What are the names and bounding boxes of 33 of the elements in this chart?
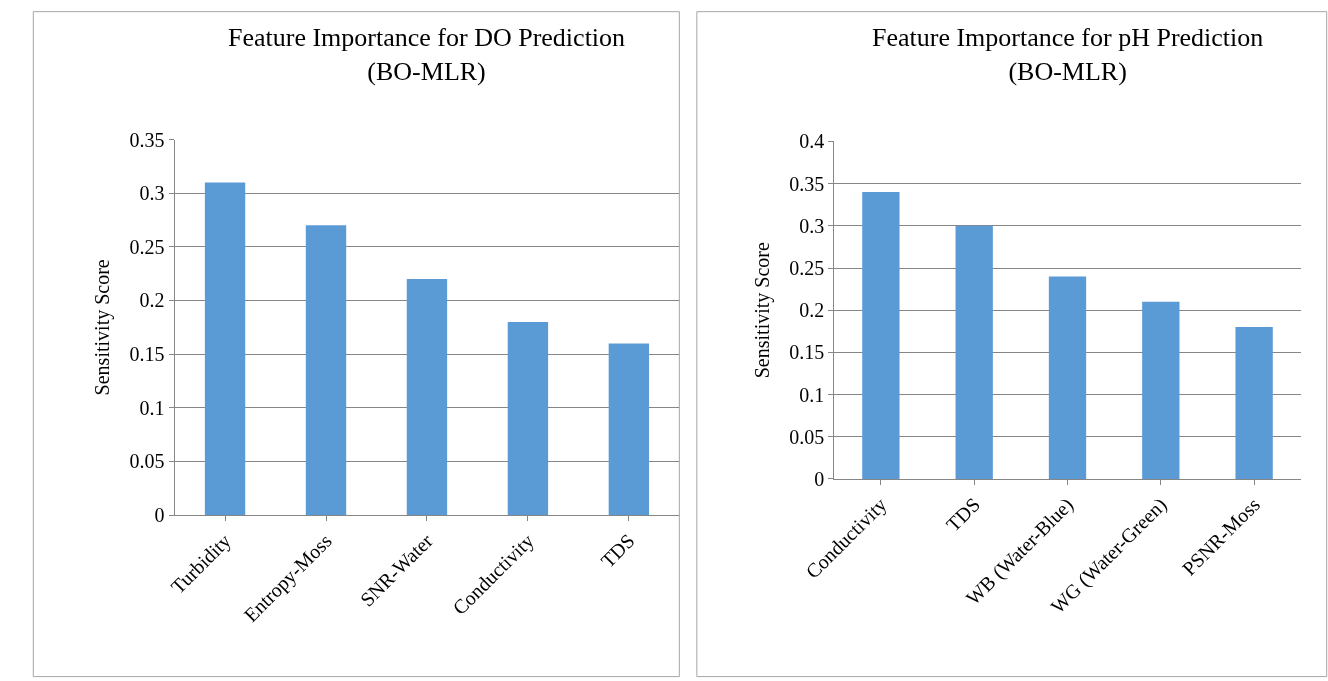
bar xyxy=(862,192,900,479)
y-tick-label: 0.05 xyxy=(789,425,825,448)
y-tick-label: 0.05 xyxy=(129,450,165,473)
chart-title: Feature Importance for DO Prediction (BO-MLR) xyxy=(228,23,626,86)
x-tick-label: TDS xyxy=(941,493,985,536)
chart-title: Feature Importance for pH Prediction (BO-MLR) xyxy=(872,23,1264,86)
y-tick-label: 0.15 xyxy=(789,341,825,364)
bar xyxy=(1235,327,1273,479)
y-tick-label: 0.3 xyxy=(139,182,165,205)
bar xyxy=(1142,301,1180,479)
bar xyxy=(955,225,993,479)
x-tick-label: TDS xyxy=(596,529,639,572)
y-tick-label: 0.25 xyxy=(129,235,165,258)
y-tick-label: 0.1 xyxy=(799,383,825,406)
y-tick-label: 0.35 xyxy=(129,128,165,151)
y-tick-label: 0.4 xyxy=(799,130,825,153)
y-tick-label: 0.25 xyxy=(789,257,825,280)
y-tick-label: 0.15 xyxy=(129,343,165,366)
y-tick-label: 0.2 xyxy=(799,299,825,322)
y-tick-label: 0.3 xyxy=(799,214,825,237)
bar xyxy=(305,225,347,516)
y-axis-title: Sensitivity Score xyxy=(750,242,774,379)
bar xyxy=(204,182,246,516)
bar xyxy=(1048,276,1087,479)
y-tick-label: 0.1 xyxy=(139,396,165,419)
y-tick-label: 0.35 xyxy=(789,172,825,195)
y-tick-label: 0 xyxy=(814,467,825,490)
y-axis-title: Sensitivity Score xyxy=(91,259,115,396)
y-tick-label: 0 xyxy=(154,504,165,527)
y-tick-label: 0.2 xyxy=(139,289,165,312)
bar xyxy=(406,279,448,516)
bar xyxy=(608,343,650,516)
bar xyxy=(507,321,549,516)
